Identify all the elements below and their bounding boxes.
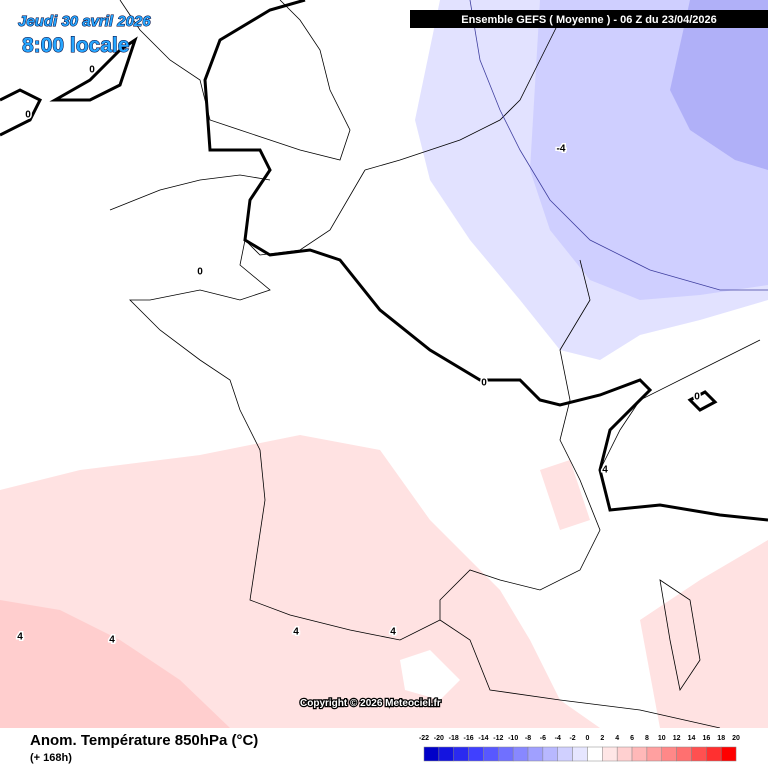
- legend-label: -6: [540, 735, 546, 742]
- contour-label: 0: [89, 65, 95, 76]
- forecast-date: Jeudi 30 avril 2026: [18, 13, 151, 30]
- legend-label: 12: [673, 735, 681, 742]
- legend-swatch: [527, 746, 544, 762]
- contour-label: 0: [694, 392, 700, 403]
- legend-swatch: [646, 746, 663, 762]
- contour-label: 0: [25, 110, 31, 121]
- legend-label: 14: [688, 735, 696, 742]
- contour-labels: 0 0 0 0 0 -4 4 4 4 4 4: [16, 63, 702, 647]
- contour-lines: [0, 0, 768, 522]
- legend-label: -12: [493, 735, 503, 742]
- anomaly-area: [670, 0, 768, 170]
- legend-swatch: [542, 746, 558, 762]
- legend-label: 6: [630, 735, 634, 742]
- anomaly-area: [640, 540, 768, 728]
- anomaly-area: [540, 460, 590, 530]
- anomaly-area: [400, 650, 460, 700]
- legend-label: 10: [658, 735, 666, 742]
- contour-label: 4: [109, 635, 115, 646]
- legend-swatch: [706, 746, 722, 762]
- legend-label: 0: [586, 735, 590, 742]
- legend-swatch: [483, 746, 499, 762]
- legend-label: -2: [569, 735, 575, 742]
- footer-title: Anom. Température 850hPa (°C): [30, 732, 258, 749]
- forecast-time: 8:00 locale: [22, 34, 129, 57]
- legend-label: -22: [419, 735, 429, 742]
- legend-label: -4: [555, 735, 561, 742]
- contour-line: [469, 0, 768, 291]
- legend-swatch: [616, 746, 633, 762]
- legend-label: 8: [645, 735, 649, 742]
- legend-swatch: [676, 746, 692, 762]
- contour-label: -4: [557, 144, 566, 155]
- legend-swatch: [720, 746, 737, 762]
- legend-swatch: [438, 746, 454, 762]
- contour-label: 0: [481, 378, 487, 389]
- legend-swatch: [498, 746, 514, 762]
- legend-label: -14: [478, 735, 488, 742]
- legend-label: -20: [434, 735, 444, 742]
- footer-lead: (+ 168h): [30, 752, 72, 764]
- legend-label: 4: [615, 735, 619, 742]
- legend-label: 20: [732, 735, 740, 742]
- map: 0 0 0 0 0 -4 4 4 4 4 4 Copyright © 2026 Meteociel.…: [0, 0, 768, 729]
- legend-label: 2: [600, 735, 604, 742]
- contour-label: 0: [197, 267, 203, 278]
- legend-swatch: [453, 746, 469, 762]
- color-legend: -22 -20 -18 -16 -14 -12 -10 -8 -6 -4 -2 0 2 4 6 8 10 12 14…: [419, 735, 740, 762]
- contour-label: 4: [602, 465, 608, 476]
- legend-swatch: [587, 746, 603, 762]
- legend-label: 18: [717, 735, 725, 742]
- contour-label: 4: [17, 632, 23, 643]
- legend-swatch: [557, 746, 573, 762]
- anomaly-area: [0, 600, 230, 728]
- legend-swatch: [602, 746, 618, 762]
- legend-label: -16: [464, 735, 474, 742]
- legend-label: -18: [449, 735, 459, 742]
- legend-swatch: [423, 746, 440, 762]
- legend-label: 16: [702, 735, 710, 742]
- anomaly-area: [0, 435, 600, 728]
- contour-label: 4: [390, 627, 396, 638]
- run-info: Ensemble GEFS ( Moyenne ) - 06 Z du 23/0…: [461, 14, 717, 26]
- contour-label: 4: [293, 627, 299, 638]
- legend-label: -8: [525, 735, 531, 742]
- legend-label: -10: [508, 735, 518, 742]
- legend-swatch: [691, 746, 707, 762]
- legend-swatch: [631, 746, 648, 762]
- legend-swatch: [468, 746, 484, 762]
- coastlines: [109, 0, 761, 729]
- run-banner: [410, 10, 768, 28]
- legend-swatch: [572, 746, 588, 762]
- copyright: Copyright © 2026 Meteociel.fr: [300, 698, 441, 709]
- legend-swatch: [512, 746, 529, 762]
- legend-swatch: [661, 746, 677, 762]
